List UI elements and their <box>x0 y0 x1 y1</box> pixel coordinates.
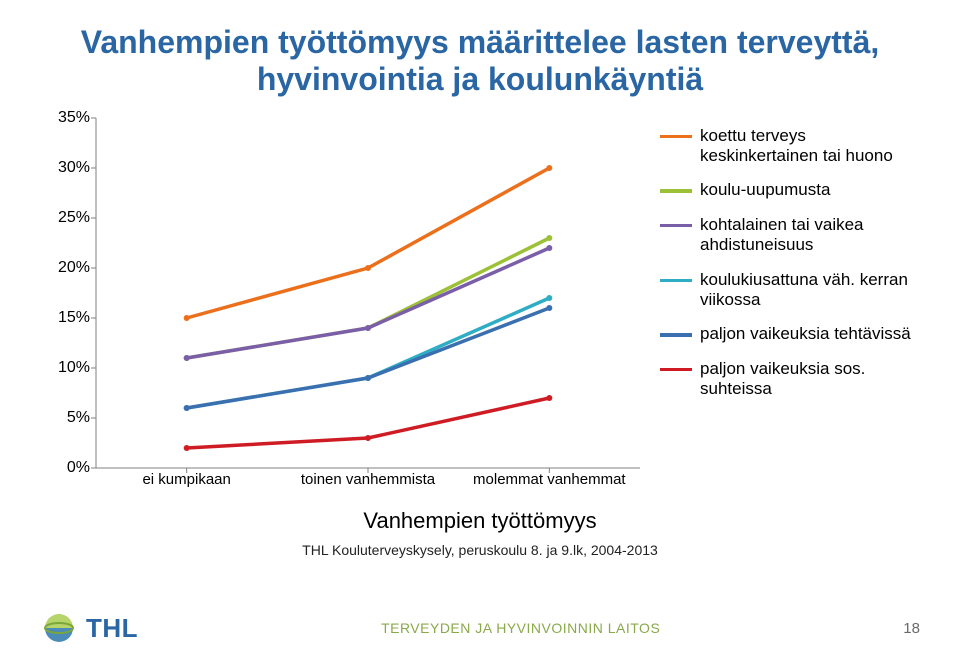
chart-column: 0%5%10%15%20%25%30%35% ei kumpikaantoine… <box>40 118 640 498</box>
page-title: Vanhempien työttömyys määrittelee lasten… <box>40 24 920 98</box>
y-tick-label: 25% <box>40 209 90 227</box>
series-marker <box>546 245 552 251</box>
x-tick-label: toinen vanhemmista <box>277 468 458 498</box>
chart-subtitle: Vanhempien työttömyys <box>40 508 920 534</box>
y-tick-label: 30% <box>40 159 90 177</box>
legend-label: paljon vaikeuksia tehtävissä <box>700 324 911 344</box>
source-line: THL Kouluterveyskysely, peruskoulu 8. ja… <box>40 542 920 558</box>
x-tick-label: ei kumpikaan <box>96 468 277 498</box>
footer: THL TERVEYDEN JA HYVINVOINNIN LAITOS 18 <box>40 609 920 647</box>
legend-swatch <box>660 333 692 337</box>
content-row: 0%5%10%15%20%25%30%35% ei kumpikaantoine… <box>40 118 920 498</box>
series-marker <box>546 395 552 401</box>
series-marker <box>365 435 371 441</box>
legend-item: paljon vaikeuksia sos. suhteissa <box>660 359 920 400</box>
y-tick-label: 15% <box>40 309 90 327</box>
series-marker <box>184 445 190 451</box>
series-marker <box>546 305 552 311</box>
y-tick-label: 5% <box>40 409 90 427</box>
legend: koettu terveys keskinkertainen tai huono… <box>640 118 920 498</box>
y-tick-label: 20% <box>40 259 90 277</box>
x-axis: ei kumpikaantoinen vanhemmistamolemmat v… <box>96 468 640 498</box>
legend-label: koettu terveys keskinkertainen tai huono <box>700 126 920 167</box>
legend-item: kohtalainen tai vaikea ahdistuneisuus <box>660 215 920 256</box>
slide: Vanhempien työttömyys määrittelee lasten… <box>0 0 960 661</box>
series-marker <box>546 235 552 241</box>
series-line <box>187 238 550 358</box>
legend-swatch <box>660 279 692 283</box>
series-marker <box>546 165 552 171</box>
x-tick-label: molemmat vanhemmat <box>459 468 640 498</box>
y-axis: 0%5%10%15%20%25%30%35% <box>40 118 96 468</box>
legend-label: koulukiusattuna väh. kerran viikossa <box>700 270 920 311</box>
legend-label: kohtalainen tai vaikea ahdistuneisuus <box>700 215 920 256</box>
series-marker <box>365 325 371 331</box>
y-tick-label: 0% <box>40 459 90 477</box>
chart-svg <box>96 118 640 468</box>
y-tick-label: 10% <box>40 359 90 377</box>
logo: THL <box>40 609 138 647</box>
y-tick-label: 35% <box>40 109 90 127</box>
legend-swatch <box>660 224 692 228</box>
series-marker <box>184 355 190 361</box>
legend-label: paljon vaikeuksia sos. suhteissa <box>700 359 920 400</box>
logo-text: THL <box>86 613 138 644</box>
series-marker <box>365 375 371 381</box>
org-label: TERVEYDEN JA HYVINVOINNIN LAITOS <box>381 620 660 636</box>
legend-item: paljon vaikeuksia tehtävissä <box>660 324 920 344</box>
series-marker <box>546 295 552 301</box>
legend-item: koettu terveys keskinkertainen tai huono <box>660 126 920 167</box>
series-marker <box>184 315 190 321</box>
legend-item: koulukiusattuna väh. kerran viikossa <box>660 270 920 311</box>
series-line <box>187 298 550 408</box>
legend-swatch <box>660 135 692 139</box>
line-chart: 0%5%10%15%20%25%30%35% ei kumpikaantoine… <box>40 118 640 498</box>
series-marker <box>365 265 371 271</box>
legend-item: koulu-uupumusta <box>660 180 920 200</box>
legend-swatch <box>660 189 692 193</box>
plot-area <box>96 118 640 468</box>
page-number: 18 <box>903 620 920 637</box>
series-line <box>187 168 550 318</box>
legend-label: koulu-uupumusta <box>700 180 830 200</box>
series-marker <box>184 405 190 411</box>
globe-icon <box>40 609 78 647</box>
legend-swatch <box>660 368 692 372</box>
